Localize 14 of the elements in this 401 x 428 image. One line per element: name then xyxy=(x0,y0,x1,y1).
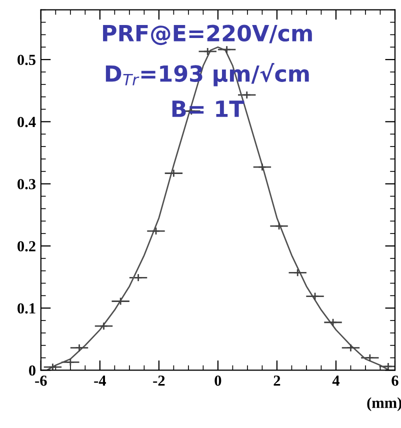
y-tick-label: 0.4 xyxy=(18,116,36,128)
y-tick-label: 0.5 xyxy=(18,54,36,66)
x-tick-label: -2 xyxy=(153,376,165,386)
x-tick-label: -6 xyxy=(35,376,47,386)
x-tick-label: -4 xyxy=(94,376,106,386)
y-tick-label: 0.2 xyxy=(18,241,36,252)
y-tick-label: 0.3 xyxy=(18,178,36,190)
x-tick-label: 0 xyxy=(214,376,222,386)
x-tick-label: 2 xyxy=(274,376,280,386)
x-tick-label: 6 xyxy=(392,376,398,386)
annotation: PRF@E=220V/cm xyxy=(103,24,312,46)
y-tick-label: 0.1 xyxy=(18,303,36,314)
x-tick-label: 4 xyxy=(332,376,340,386)
y-tick-label: 0 xyxy=(28,365,36,376)
